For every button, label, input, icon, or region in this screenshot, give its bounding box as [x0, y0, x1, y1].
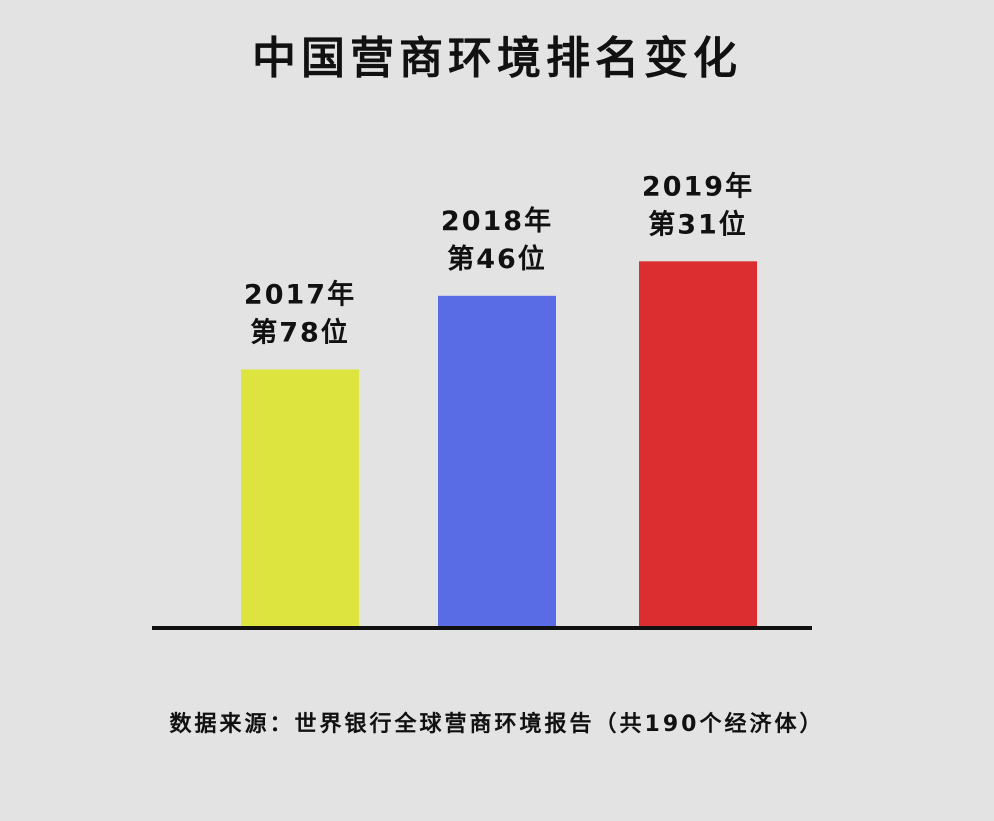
bar-2019年: [639, 261, 757, 627]
bar-year-label: 2019年: [642, 170, 754, 202]
bar-year-label: 2018年: [441, 205, 553, 237]
bar-rank-label: 第46位: [447, 243, 547, 275]
data-source-note: 数据来源：世界银行全球营商环境报告（共190个经济体）: [169, 712, 825, 737]
bar-year-label: 2017年: [244, 278, 356, 310]
bar-2018年: [438, 295, 556, 627]
bars-group: [241, 261, 757, 627]
bar-2017年: [241, 369, 359, 627]
chart-title: 中国营商环境排名变化: [252, 33, 742, 84]
bar-rank-label: 第31位: [648, 208, 748, 240]
bar-rank-label: 第78位: [250, 316, 350, 348]
